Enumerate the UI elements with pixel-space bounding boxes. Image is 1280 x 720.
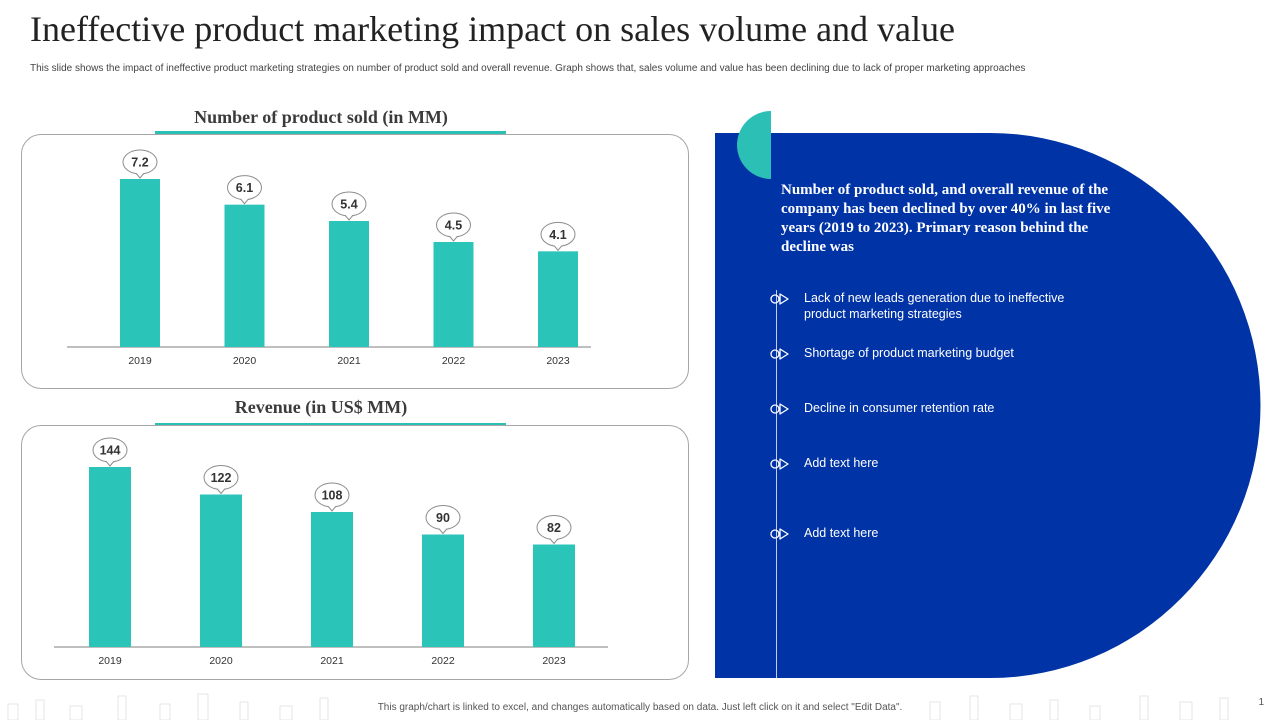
chart-revenue[interactable]: 144 2019 122 2020 108 2021 90 2022 82 2023 — [21, 425, 689, 680]
x-tick-label: 2021 — [337, 355, 361, 367]
play-triangle-icon — [770, 528, 789, 540]
chart-title-underline — [155, 131, 506, 136]
data-label-bubble: 4.5 — [436, 212, 471, 242]
x-tick-label: 2020 — [209, 655, 233, 667]
reason-text: Add text here — [804, 456, 879, 470]
data-label-bubble-tail — [326, 504, 338, 512]
data-label-bubble-mask — [448, 233, 459, 236]
data-label-bubble-tail — [104, 459, 116, 467]
x-tick-label: 2019 — [128, 355, 152, 367]
data-label-bubble-mask — [239, 195, 250, 199]
data-label: 144 — [100, 444, 121, 458]
data-label-bubble-tail — [343, 213, 355, 221]
data-label-bubble: 5.4 — [331, 191, 367, 221]
data-label-bubble-tail — [134, 171, 146, 179]
data-label-bubble-tail — [448, 234, 459, 242]
bar-2022 — [422, 534, 464, 647]
data-label-bubble-mask — [105, 458, 115, 461]
page-number: 1 — [1258, 697, 1264, 708]
reason-text: Lack of new leads generation due to inef… — [804, 291, 1065, 321]
bar-2019 — [120, 179, 160, 347]
data-label-bubble-mask — [135, 170, 145, 173]
summary-panel-background — [715, 133, 1261, 678]
chart-products-sold[interactable]: 7.2 2019 6.1 2020 5.4 2021 4.5 2022 4.1 2023 — [21, 134, 689, 389]
x-tick-label: 2023 — [542, 655, 566, 667]
data-label-bubble-tail — [215, 487, 227, 495]
data-label-bubble: 122 — [203, 465, 239, 495]
page-title: Ineffective product marketing impact on … — [30, 9, 956, 49]
summary-heading: Number of product sold, and overall reve… — [781, 182, 1111, 255]
summary-panel-accent-half-circle — [737, 111, 771, 179]
chart-revenue-plot: 144 2019 122 2020 108 2021 90 2022 82 2023 — [54, 437, 608, 667]
play-triangle-icon — [770, 293, 789, 305]
x-tick-label: 2023 — [546, 355, 570, 367]
data-label-bubble: 7.2 — [122, 149, 158, 179]
data-label-bubble-tail — [239, 197, 250, 205]
reason-text: Shortage of product marketing budget — [804, 346, 1014, 360]
reason-text: Add text here — [804, 526, 879, 540]
bar-2023 — [533, 544, 575, 647]
data-label-bubble-mask — [327, 503, 337, 506]
data-label-bubble: 144 — [92, 437, 128, 467]
data-label: 108 — [322, 489, 343, 503]
x-tick-label: 2020 — [233, 355, 257, 367]
chart-products-sold-plot: 7.2 2019 6.1 2020 5.4 2021 4.5 2022 4.1 2023 — [67, 149, 591, 367]
x-tick-label: 2022 — [442, 355, 466, 367]
bar-2019 — [89, 467, 131, 647]
bar-2021 — [329, 221, 369, 347]
data-label-bubble: 82 — [536, 515, 572, 545]
data-label-bubble-mask — [344, 212, 354, 215]
reason-text: Decline in consumer retention rate — [804, 401, 995, 415]
data-label: 4.1 — [549, 228, 566, 242]
bar-2023 — [538, 251, 578, 347]
data-label-bubble-mask — [553, 242, 563, 246]
data-label: 82 — [547, 521, 561, 535]
page-subtitle: This slide shows the impact of ineffecti… — [30, 63, 1026, 74]
data-label: 122 — [211, 471, 232, 485]
data-label-bubble: 4.1 — [540, 221, 576, 252]
data-label-bubble-mask — [216, 485, 226, 489]
x-tick-label: 2021 — [320, 655, 344, 667]
data-label-bubble-mask — [549, 535, 559, 539]
x-tick-label: 2022 — [431, 655, 455, 667]
x-tick-label: 2019 — [98, 655, 122, 667]
data-label-bubble: 108 — [314, 482, 350, 512]
decorative-background-pattern — [7, 693, 1229, 720]
data-label: 6.1 — [236, 181, 253, 195]
data-label-bubble-mask — [438, 525, 448, 529]
bar-2022 — [433, 242, 474, 347]
data-label: 5.4 — [340, 198, 357, 212]
play-triangle-icon — [770, 458, 789, 470]
data-label: 4.5 — [445, 219, 462, 233]
bar-2020 — [224, 204, 265, 347]
data-label-bubble-tail — [548, 537, 560, 545]
bar-2020 — [200, 494, 242, 647]
footer-note: This graph/chart is linked to excel, and… — [377, 702, 903, 713]
play-triangle-icon — [770, 403, 789, 415]
chart-title-revenue: Revenue (in US$ MM) — [234, 397, 408, 417]
data-label: 90 — [436, 511, 450, 525]
data-label-bubble: 6.1 — [227, 175, 262, 205]
data-label-bubble: 90 — [425, 505, 461, 535]
data-label-bubble-tail — [552, 244, 564, 252]
timeline-line — [776, 290, 777, 678]
chart-title-products-sold: Number of product sold (in MM) — [194, 107, 448, 127]
data-label: 7.2 — [131, 156, 148, 170]
play-triangle-icon — [770, 348, 789, 360]
bar-2021 — [311, 512, 353, 647]
data-label-bubble-tail — [437, 527, 449, 535]
